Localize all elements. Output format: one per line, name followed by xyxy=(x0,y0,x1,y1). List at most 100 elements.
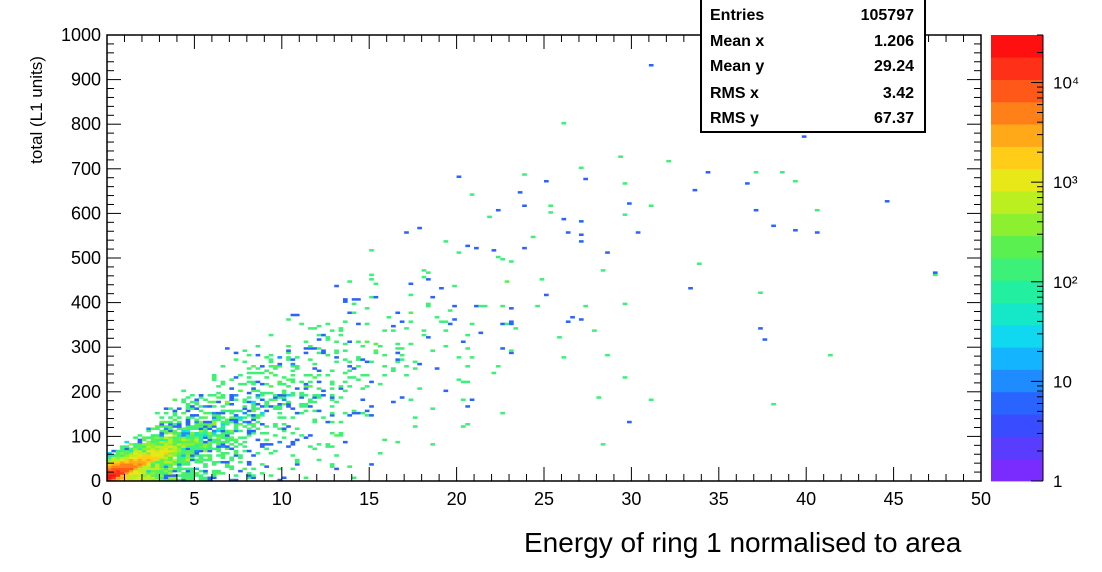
heatmap-cell xyxy=(115,467,121,471)
heatmap-cell xyxy=(242,440,248,444)
color-scale-band xyxy=(991,302,1043,326)
heatmap-cell xyxy=(391,324,396,328)
heatmap-cell xyxy=(290,391,296,395)
heatmap-cell xyxy=(404,365,409,368)
heatmap-cell xyxy=(198,434,204,437)
heatmap-cell xyxy=(120,456,125,459)
heatmap-cell xyxy=(294,411,300,415)
heatmap-cell xyxy=(176,467,182,471)
heatmap-cell xyxy=(163,454,169,457)
heatmap-cell xyxy=(163,467,169,471)
heatmap-cell xyxy=(277,396,283,399)
heatmap-cell xyxy=(146,440,151,444)
heatmap-cell xyxy=(207,434,213,437)
heatmap-cell xyxy=(246,427,252,431)
heatmap-cell xyxy=(203,476,208,480)
heatmap-cell xyxy=(264,356,269,359)
heatmap-cell xyxy=(264,438,269,442)
heatmap-cell xyxy=(146,445,151,448)
heatmap-cell xyxy=(128,447,134,451)
heatmap-cell xyxy=(190,440,195,444)
heatmap-cell xyxy=(198,425,204,428)
heatmap-cell xyxy=(308,358,313,361)
heatmap-cell xyxy=(163,463,169,466)
heatmap-cell xyxy=(535,304,540,308)
heatmap-cell xyxy=(504,322,510,326)
heatmap-cell xyxy=(198,478,204,482)
heatmap-cell xyxy=(176,465,182,468)
heatmap-cell xyxy=(216,449,221,453)
heatmap-cell xyxy=(229,394,235,397)
heatmap-cell xyxy=(146,476,151,480)
heatmap-cell xyxy=(172,434,178,437)
heatmap-cell xyxy=(548,211,554,214)
heatmap-cell xyxy=(229,443,235,446)
heatmap-cell xyxy=(181,474,186,477)
heatmap-cell xyxy=(242,382,248,386)
heatmap-cell xyxy=(482,304,488,308)
heatmap-cell xyxy=(273,407,278,410)
heatmap-cell xyxy=(115,476,121,480)
heatmap-cell xyxy=(338,329,344,332)
y-tick-label: 700 xyxy=(71,159,101,179)
heatmap-cell xyxy=(391,329,396,332)
heatmap-cell xyxy=(155,472,160,475)
heatmap-cell xyxy=(281,429,287,433)
heatmap-cell xyxy=(203,478,208,482)
heatmap-cell xyxy=(277,362,283,366)
heatmap-cell xyxy=(111,478,117,482)
heatmap-cell xyxy=(146,447,151,451)
heatmap-cell xyxy=(216,436,221,439)
heatmap-cell xyxy=(557,336,562,339)
heatmap-cell xyxy=(137,474,143,477)
heatmap-cell xyxy=(181,438,186,442)
heatmap-cell xyxy=(281,391,287,395)
heatmap-cell xyxy=(181,429,186,433)
heatmap-cell xyxy=(334,400,339,404)
color-scale-label: 10 xyxy=(1053,372,1072,391)
y-tick-label: 300 xyxy=(71,337,101,357)
heatmap-cell xyxy=(565,231,571,234)
heatmap-cell xyxy=(495,255,501,259)
heatmap-cell xyxy=(251,467,256,471)
heatmap-cell xyxy=(203,445,208,448)
heatmap-cell xyxy=(168,458,173,462)
heatmap-cell xyxy=(181,452,186,455)
heatmap-cell xyxy=(203,405,208,408)
stats-rms-x-row: RMS x 3.42 xyxy=(710,82,914,107)
heatmap-cell xyxy=(439,320,444,323)
heatmap-cell xyxy=(159,416,165,419)
heatmap-cell xyxy=(259,411,265,415)
heatmap-cell xyxy=(163,452,169,455)
heatmap-cell xyxy=(155,467,160,471)
heatmap-cell xyxy=(185,434,191,437)
heatmap-cell xyxy=(399,347,405,350)
heatmap-cell xyxy=(351,409,357,413)
heatmap-cell xyxy=(120,476,125,480)
stats-mean-x-label: Mean x xyxy=(710,33,765,50)
color-scale-band xyxy=(991,213,1043,237)
heatmap-cell xyxy=(600,269,606,272)
heatmap-cell xyxy=(163,427,169,431)
heatmap-cell xyxy=(203,425,208,428)
heatmap-cell xyxy=(207,405,213,408)
heatmap-cell xyxy=(605,353,610,357)
heatmap-cell xyxy=(688,286,693,290)
heatmap-cell xyxy=(216,396,221,399)
heatmap-cell xyxy=(207,456,213,459)
heatmap-cell xyxy=(408,311,414,315)
heatmap-cell xyxy=(194,418,200,422)
heatmap-cell xyxy=(469,193,475,196)
heatmap-cell xyxy=(159,460,165,464)
heatmap-cell xyxy=(377,452,383,455)
heatmap-cell xyxy=(159,474,165,477)
heatmap-cell xyxy=(426,302,431,306)
heatmap-cell xyxy=(246,431,252,435)
heatmap-cell xyxy=(251,476,256,480)
heatmap-cell xyxy=(185,467,191,471)
heatmap-cell xyxy=(185,474,191,477)
heatmap-cell xyxy=(347,280,353,283)
heatmap-cell xyxy=(163,429,169,433)
heatmap-cell xyxy=(316,396,322,399)
color-scale-band xyxy=(991,458,1043,482)
